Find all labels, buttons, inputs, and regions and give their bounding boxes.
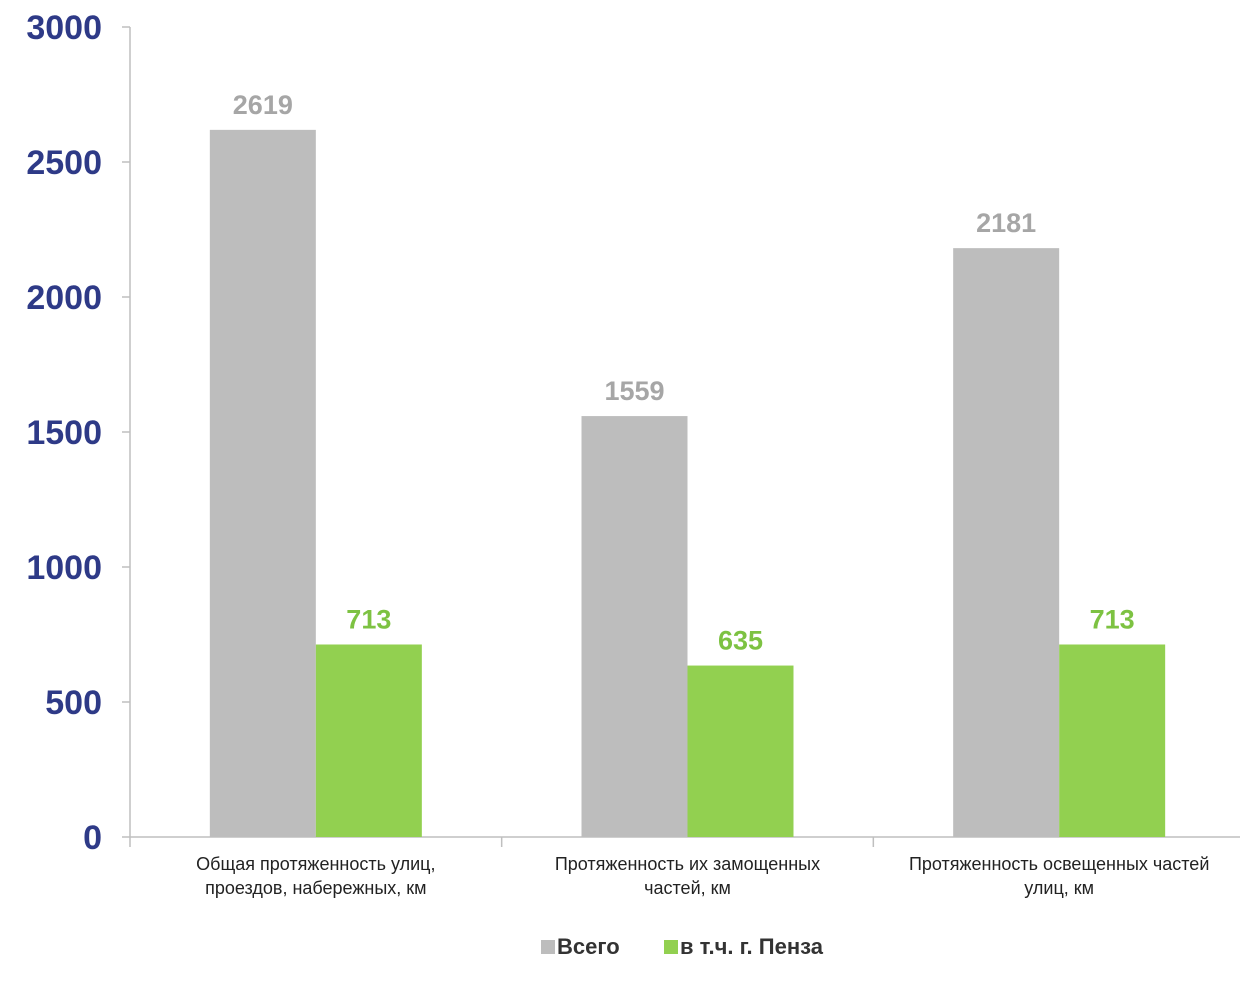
data-label: 2619 [233, 90, 293, 120]
x-category-label: Протяженность освещенных частей улиц, км [909, 854, 1209, 898]
legend-label: в т.ч. г. Пенза [680, 934, 824, 959]
bar-total-2 [953, 248, 1060, 837]
legend: Всего в т.ч. г. Пенза [541, 934, 824, 959]
bars [209, 129, 1166, 837]
x-category-label-line: частей, км [644, 878, 731, 898]
x-category-label-line: проездов, набережных, км [205, 878, 426, 898]
y-tick-label: 1000 [26, 549, 102, 587]
x-category-label-line: улиц, км [1024, 878, 1094, 898]
y-tick-label: 0 [83, 819, 102, 857]
data-label: 1559 [604, 376, 664, 406]
data-label: 635 [718, 626, 763, 656]
legend-label: Всего [557, 934, 620, 959]
x-category-label-line: Протяженность освещенных частей [909, 854, 1209, 874]
data-labels: 2619 713 1559 635 2181 713 [233, 90, 1135, 656]
bar-penza-1 [687, 665, 794, 837]
x-category-labels: Общая протяженность улиц, проездов, набер… [196, 854, 1209, 898]
y-tick-label: 1500 [26, 414, 102, 452]
bar-penza-0 [315, 644, 422, 837]
data-label: 2181 [976, 208, 1036, 238]
y-tick-label: 2000 [26, 279, 102, 317]
bar-total-1 [581, 416, 688, 837]
x-category-label: Протяженность их замощенных частей, км [555, 854, 820, 898]
legend-swatch [541, 940, 555, 954]
y-tick-label: 500 [45, 684, 102, 722]
y-axis: 0 500 1000 1500 2000 2500 3000 [26, 9, 131, 857]
x-axis [129, 836, 1240, 847]
y-tick-label: 2500 [26, 144, 102, 182]
data-label: 713 [1090, 604, 1135, 634]
y-tick-label: 3000 [26, 9, 102, 47]
x-category-label: Общая протяженность улиц, проездов, набер… [196, 854, 435, 898]
bar-total-0 [209, 129, 316, 837]
data-label: 713 [346, 604, 391, 634]
legend-swatch [664, 940, 678, 954]
x-category-label-line: Протяженность их замощенных [555, 854, 820, 874]
x-category-label-line: Общая протяженность улиц, [196, 854, 435, 874]
bar-penza-2 [1059, 644, 1166, 837]
